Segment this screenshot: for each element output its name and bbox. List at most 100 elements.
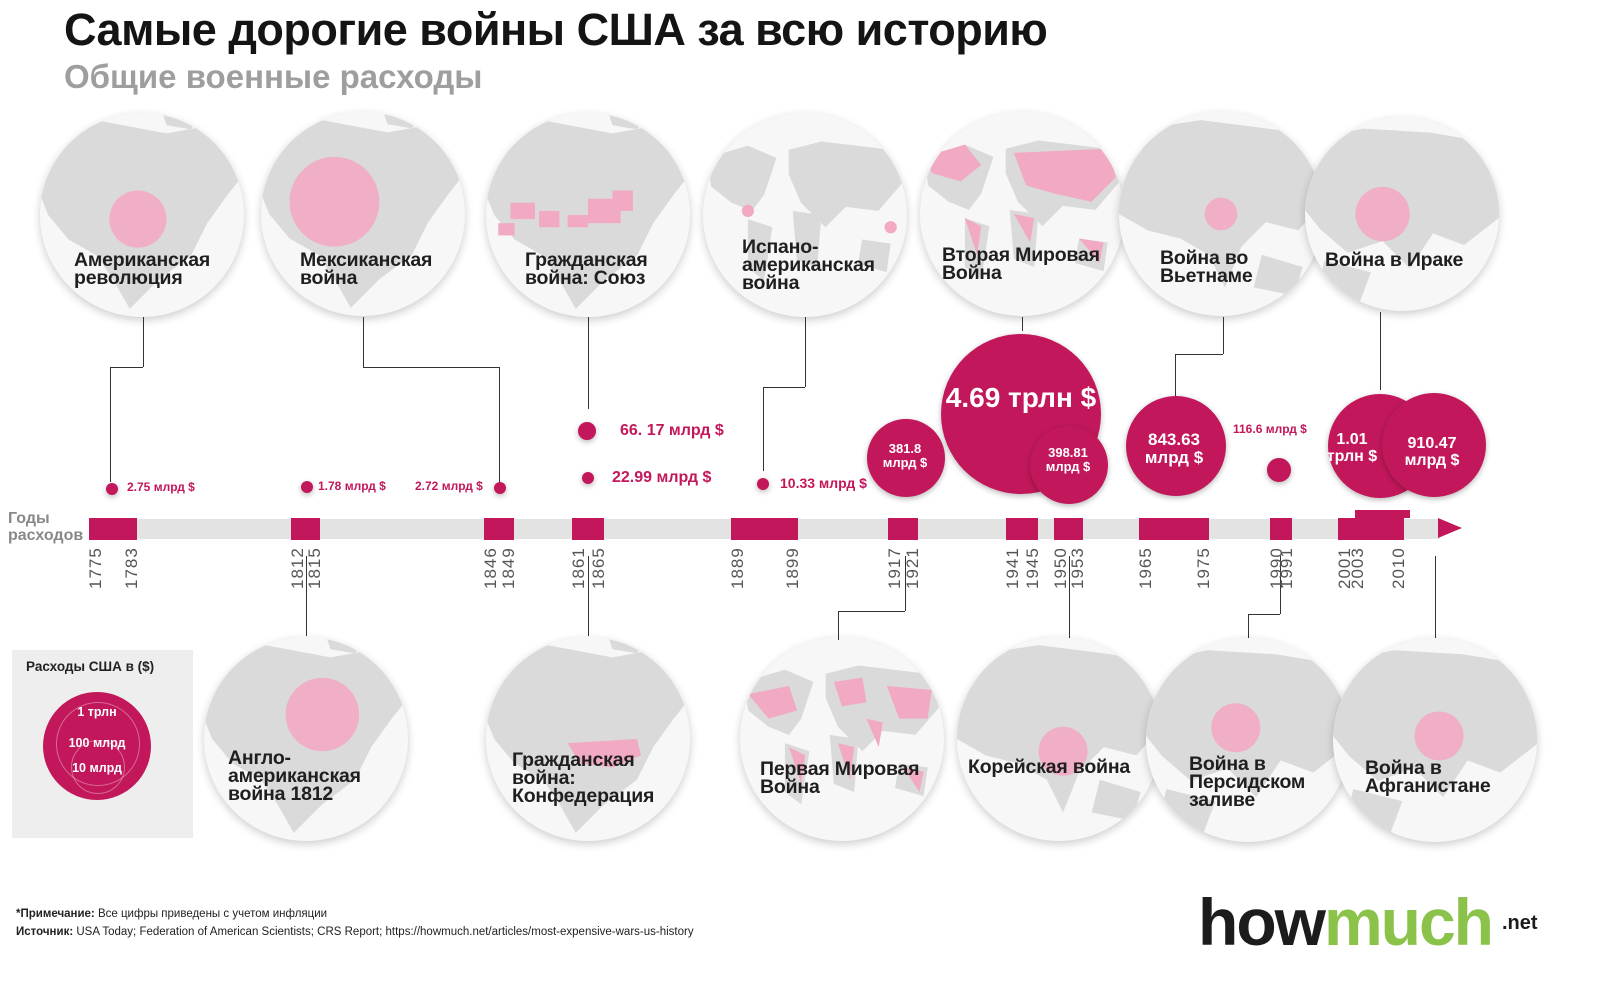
map-shape: [1079, 238, 1104, 263]
connector-line: [905, 556, 906, 611]
map-shape: [486, 645, 690, 833]
spending-bubble: [494, 482, 506, 494]
map-shape: [788, 141, 903, 228]
war-period-bar: [291, 518, 320, 540]
map-graphic: [1119, 120, 1323, 296]
map-shape: [866, 718, 883, 748]
connector-line: [363, 367, 499, 368]
map-shape: [285, 677, 360, 752]
spending-bubble: [106, 483, 118, 495]
map-shape: [162, 113, 204, 130]
map-graphic: [1333, 650, 1537, 834]
connector-line: [588, 317, 589, 409]
war-name-label: Мексиканская война: [300, 249, 433, 289]
spending-value: 2.72 млрд $: [415, 479, 483, 493]
war-period-bar: [484, 518, 514, 540]
source-label: Источник:: [16, 926, 74, 938]
map-circle: [703, 113, 907, 317]
map-shape: [289, 156, 380, 247]
connector-line: [110, 367, 111, 482]
spending-bubble: [578, 422, 596, 440]
connector-line: [1280, 556, 1281, 614]
map-shape: [858, 239, 891, 273]
map-circle: [1119, 112, 1323, 316]
map-shape: [1355, 186, 1410, 242]
map-shape: [837, 743, 855, 780]
howmuch-logo: howmuch: [1198, 885, 1494, 959]
map-shape: [567, 739, 642, 768]
year-tick-label: 1965: [1136, 547, 1155, 589]
spending-bubble: [867, 419, 945, 497]
war-period-bar: [1006, 518, 1038, 540]
connector-line: [1248, 614, 1249, 638]
war-period-bar: [888, 518, 918, 540]
map-shape: [884, 221, 897, 234]
war-period-bar: [89, 518, 137, 540]
year-tick-label: 1991: [1277, 547, 1296, 589]
map-graphic: [1305, 128, 1499, 304]
map-circle: [261, 112, 465, 316]
legend-value-1t: 1 трлн: [77, 705, 117, 719]
logo-how: how: [1198, 885, 1326, 959]
connector-line: [1248, 614, 1280, 615]
map-shape: [1091, 779, 1141, 821]
legend-title: Расходы США в ($): [26, 659, 155, 674]
axis-label: Годы расходов: [8, 510, 84, 544]
year-tick-label: 1899: [783, 547, 802, 589]
map-shape: [1414, 711, 1464, 761]
source-text: USA Today; Federation of American Scient…: [73, 926, 694, 938]
year-tick-label: 1861: [569, 547, 588, 589]
map-shape: [608, 113, 650, 130]
map-graphic: [486, 113, 690, 309]
map-shape: [1204, 197, 1238, 231]
map-shape: [788, 747, 806, 784]
map-shape: [109, 190, 167, 248]
war-name-label: Корейская война: [968, 756, 1131, 778]
map-graphic: [924, 140, 1120, 280]
map-shape: [498, 223, 515, 236]
map-circle: [486, 113, 690, 317]
map-circle: [1333, 638, 1537, 842]
map-shape: [612, 190, 633, 211]
note-text: Все цифры приведены с учетом инфляции: [94, 908, 328, 920]
map-shape: [539, 210, 560, 228]
connector-line: [838, 611, 905, 612]
spending-bubble: [582, 472, 594, 484]
map-shape: [1158, 788, 1216, 834]
map-shape: [707, 145, 777, 211]
spending-value: 4.69 трлн $: [945, 382, 1097, 413]
map-shape: [608, 637, 650, 654]
year-tick-label: 2003: [1348, 547, 1367, 589]
map-circle: [1146, 638, 1350, 842]
connector-line: [1175, 354, 1176, 398]
spending-value: 1.78 млрд $: [318, 479, 386, 493]
legend-value-100b: 100 млрд: [68, 736, 126, 750]
year-tick-label: 1945: [1023, 547, 1042, 589]
map-graphic: [707, 141, 903, 281]
timeline-arrow-icon: [1438, 518, 1462, 538]
map-graphic: [957, 645, 1161, 821]
year-tick-label: 1865: [589, 547, 608, 589]
spending-value: 381.8 млрд $: [882, 441, 928, 470]
spending-value: 10.33 млрд $: [780, 475, 867, 491]
map-graphic: [204, 637, 408, 833]
year-tick-label: 1917: [885, 547, 904, 589]
spending-bubble: [1126, 396, 1226, 496]
war-name-label: Война во Вьетнаме: [1160, 247, 1253, 287]
war-period-bar: [572, 518, 604, 540]
spending-bubble: [1382, 393, 1486, 497]
war-name-label: Американская революция: [74, 249, 211, 289]
map-shape: [886, 685, 932, 719]
map-circle: [957, 637, 1161, 841]
connector-line: [363, 317, 364, 367]
spending-value: 2.75 млрд $: [127, 480, 195, 494]
year-tick-label: 1846: [481, 547, 500, 589]
map-shape: [903, 767, 924, 793]
map-circle: [740, 637, 944, 841]
map-shape: [510, 202, 535, 220]
map-shape: [1345, 788, 1403, 834]
map-graphic: [744, 665, 940, 805]
year-tick-label: 1815: [305, 547, 324, 589]
map-shape: [1013, 148, 1116, 202]
